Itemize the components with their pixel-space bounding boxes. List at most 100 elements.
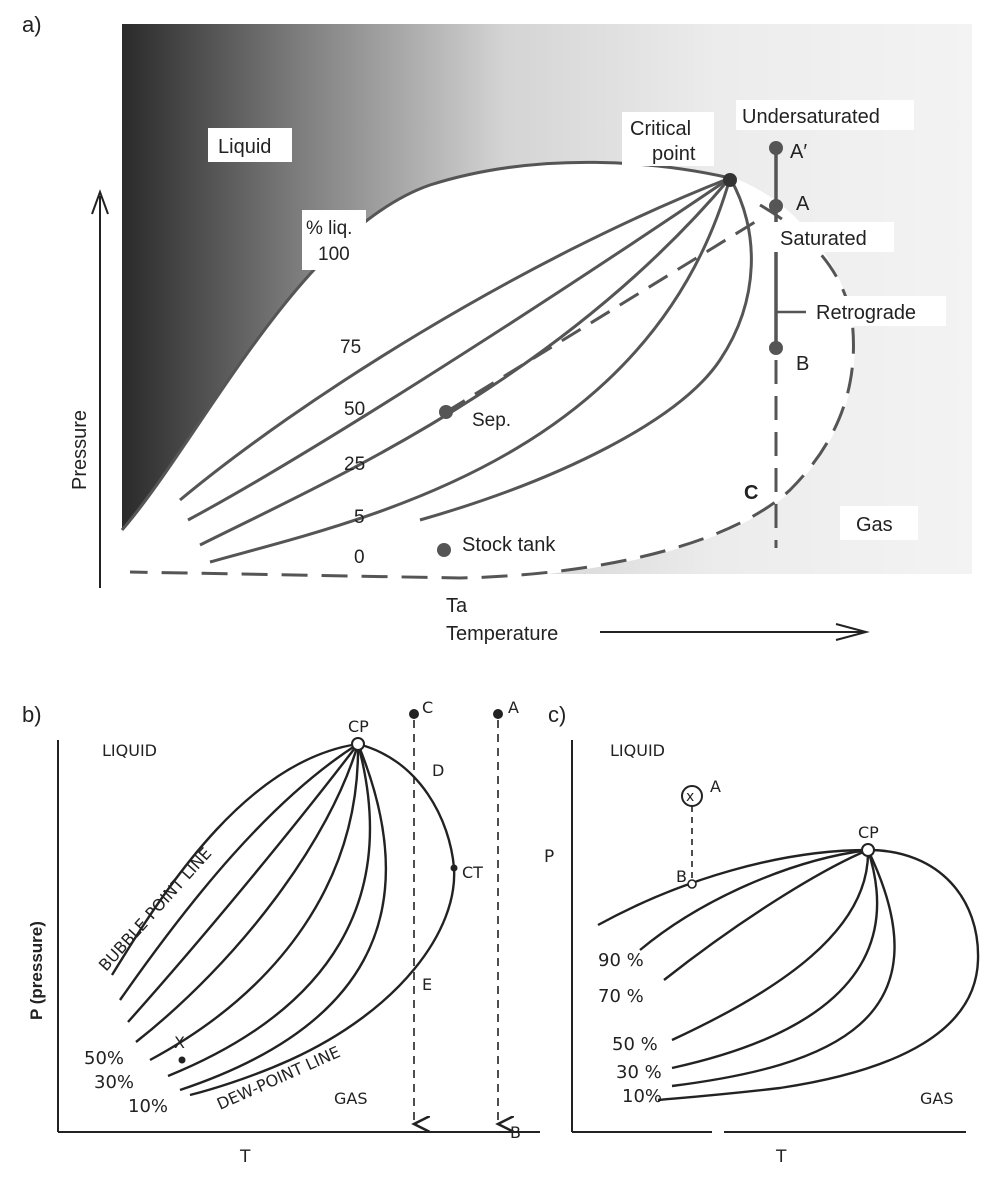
panel-b-50-label: 50%: [84, 1048, 124, 1069]
pct-liq-label: % liq.: [306, 218, 352, 239]
two-phase-envelope: [122, 162, 854, 580]
panel-c-liquid-label: LIQUID: [610, 741, 665, 760]
critical-point-box: [622, 112, 714, 166]
point-a-prime-marker: [769, 141, 783, 155]
panel-b-x-label-mark: X: [174, 1033, 185, 1052]
temperature-axis-arrow-head: [835, 623, 870, 641]
separator-dashed-line: [445, 220, 756, 414]
pct-liq-box: [302, 210, 366, 270]
panel-c-y-label: P: [544, 847, 554, 867]
panel-c-quality-70: [663, 848, 869, 981]
panel-b-tag: b): [22, 702, 42, 727]
saturated-label: Saturated: [780, 228, 867, 250]
panel-c-critical-point: [861, 843, 875, 857]
point-b-label: B: [796, 353, 809, 375]
panel-b-30-label: 30%: [94, 1072, 134, 1093]
panel-b-quality-line-4: [149, 743, 360, 1062]
pressure-axis-arrow: [91, 189, 109, 215]
panel-b-e-label: E: [422, 975, 432, 994]
point-b-marker: [769, 341, 783, 355]
pct-liq-100-label: 100: [318, 244, 350, 265]
stock-tank-label: Stock tank: [462, 534, 556, 556]
temperature-axis-label: Temperature: [446, 623, 558, 645]
retrograde-box: [810, 296, 946, 326]
quality-line-75: [179, 176, 731, 502]
panel-b-gas-label: GAS: [334, 1089, 368, 1108]
panel-a-tag: a): [22, 12, 42, 37]
quality-5-label: 5: [354, 507, 365, 528]
saturated-box: [774, 222, 894, 252]
quality-75-label: 75: [340, 337, 361, 358]
panel-b-bubble-label: BUBBLE-POINT LINE: [95, 844, 215, 975]
panel-b-quality-line-1: [119, 742, 359, 1001]
panel-c-quality-50: [671, 849, 870, 1042]
panel-b-point-a-marker: [493, 709, 503, 719]
panel-b-10-label: 10%: [128, 1096, 168, 1117]
panel-b-cp-label: CP: [348, 717, 369, 736]
panel-c-50-label: 50 %: [612, 1034, 658, 1055]
panel-b-d-label: D: [432, 761, 444, 780]
point-a-prime-label: A′: [790, 141, 807, 163]
panel-b-quality-line-5: [167, 743, 372, 1078]
panel-b-a-label: A: [508, 698, 519, 717]
undersaturated-box: [736, 100, 914, 130]
liquid-label-box: [208, 128, 292, 162]
panel-b-y-label: P (pressure): [27, 921, 46, 1020]
quality-line-50: [187, 176, 731, 522]
critical-point-marker: [723, 173, 737, 187]
panel-b-cricondentherm-point: [450, 864, 458, 872]
panel-b-x-marker: [178, 1056, 186, 1064]
gas-label-box: [840, 506, 918, 540]
panel-c-point-b-marker: [687, 879, 697, 889]
critical-label-2: point: [652, 143, 696, 165]
panel-c-90-label: 90 %: [598, 950, 644, 971]
panel-c-a-label: A: [710, 777, 721, 796]
dew-point-curve-a-dashes: [129, 203, 855, 580]
panel-b-ct-label: CT: [462, 863, 483, 882]
panel-b-b-label: B: [510, 1123, 521, 1142]
panel-c-tag: c): [548, 702, 566, 727]
panel-c: c) P T CP x A B LIQUID GAS 90 % 70 % 50 …: [544, 702, 980, 1167]
pressure-axis-label: Pressure: [69, 410, 91, 490]
quality-line-near-dew: [419, 177, 753, 522]
undersaturated-label: Undersaturated: [742, 106, 880, 128]
panel-c-10-label: 10%: [622, 1086, 662, 1107]
point-a-marker: [769, 199, 783, 213]
panel-c-70-label: 70 %: [598, 986, 644, 1007]
separator-label: Sep.: [472, 410, 511, 431]
quality-25-label: 25: [344, 454, 365, 475]
panel-b-c-label: C: [422, 698, 433, 717]
panel-c-30-label: 30 %: [616, 1062, 662, 1083]
panel-c-cp-label: CP: [858, 823, 879, 842]
panel-c-x-label: T: [775, 1147, 787, 1167]
stock-tank-marker: [437, 543, 451, 557]
panel-b-point-c-marker: [409, 709, 419, 719]
panel-c-quality-30: [671, 849, 879, 1070]
separator-marker: [439, 405, 453, 419]
panel-c-gas-label: GAS: [920, 1089, 954, 1108]
retrograde-label: Retrograde: [816, 302, 916, 324]
panel-b-x-label: T: [239, 1147, 251, 1167]
panel-c-x-mark: x: [686, 789, 694, 805]
panel-c-quality-90: [639, 848, 869, 951]
point-a-label: A: [796, 193, 810, 215]
panel-c-b-label: B: [676, 867, 687, 886]
panel-c-quality-10: [671, 849, 896, 1088]
quality-50-label: 50: [344, 399, 365, 420]
quality-line-5: [209, 177, 732, 564]
panel-a: a) Liquid % liq.: [22, 12, 972, 645]
panel-b-quality-line-3: [135, 743, 360, 1043]
point-c-label: C: [744, 482, 758, 504]
panel-a-bottom-strip: [122, 574, 972, 590]
panel-b-liquid-label: LIQUID: [102, 741, 157, 760]
panel-b-critical-point: [351, 737, 365, 751]
panel-c-bubble-point-line: [597, 848, 869, 927]
panel-b-quality-line-2: [127, 743, 359, 1023]
panel-c-dew-point-line: [657, 848, 980, 1102]
panel-b-dew-label: DEW-POINT LINE: [214, 1042, 343, 1113]
critical-label-1: Critical: [630, 118, 691, 140]
quality-0-label: 0: [354, 547, 365, 568]
panel-b: b) P (pressure) T CP CT D E C A B LIQUID…: [22, 698, 540, 1167]
liquid-label: Liquid: [218, 136, 271, 158]
